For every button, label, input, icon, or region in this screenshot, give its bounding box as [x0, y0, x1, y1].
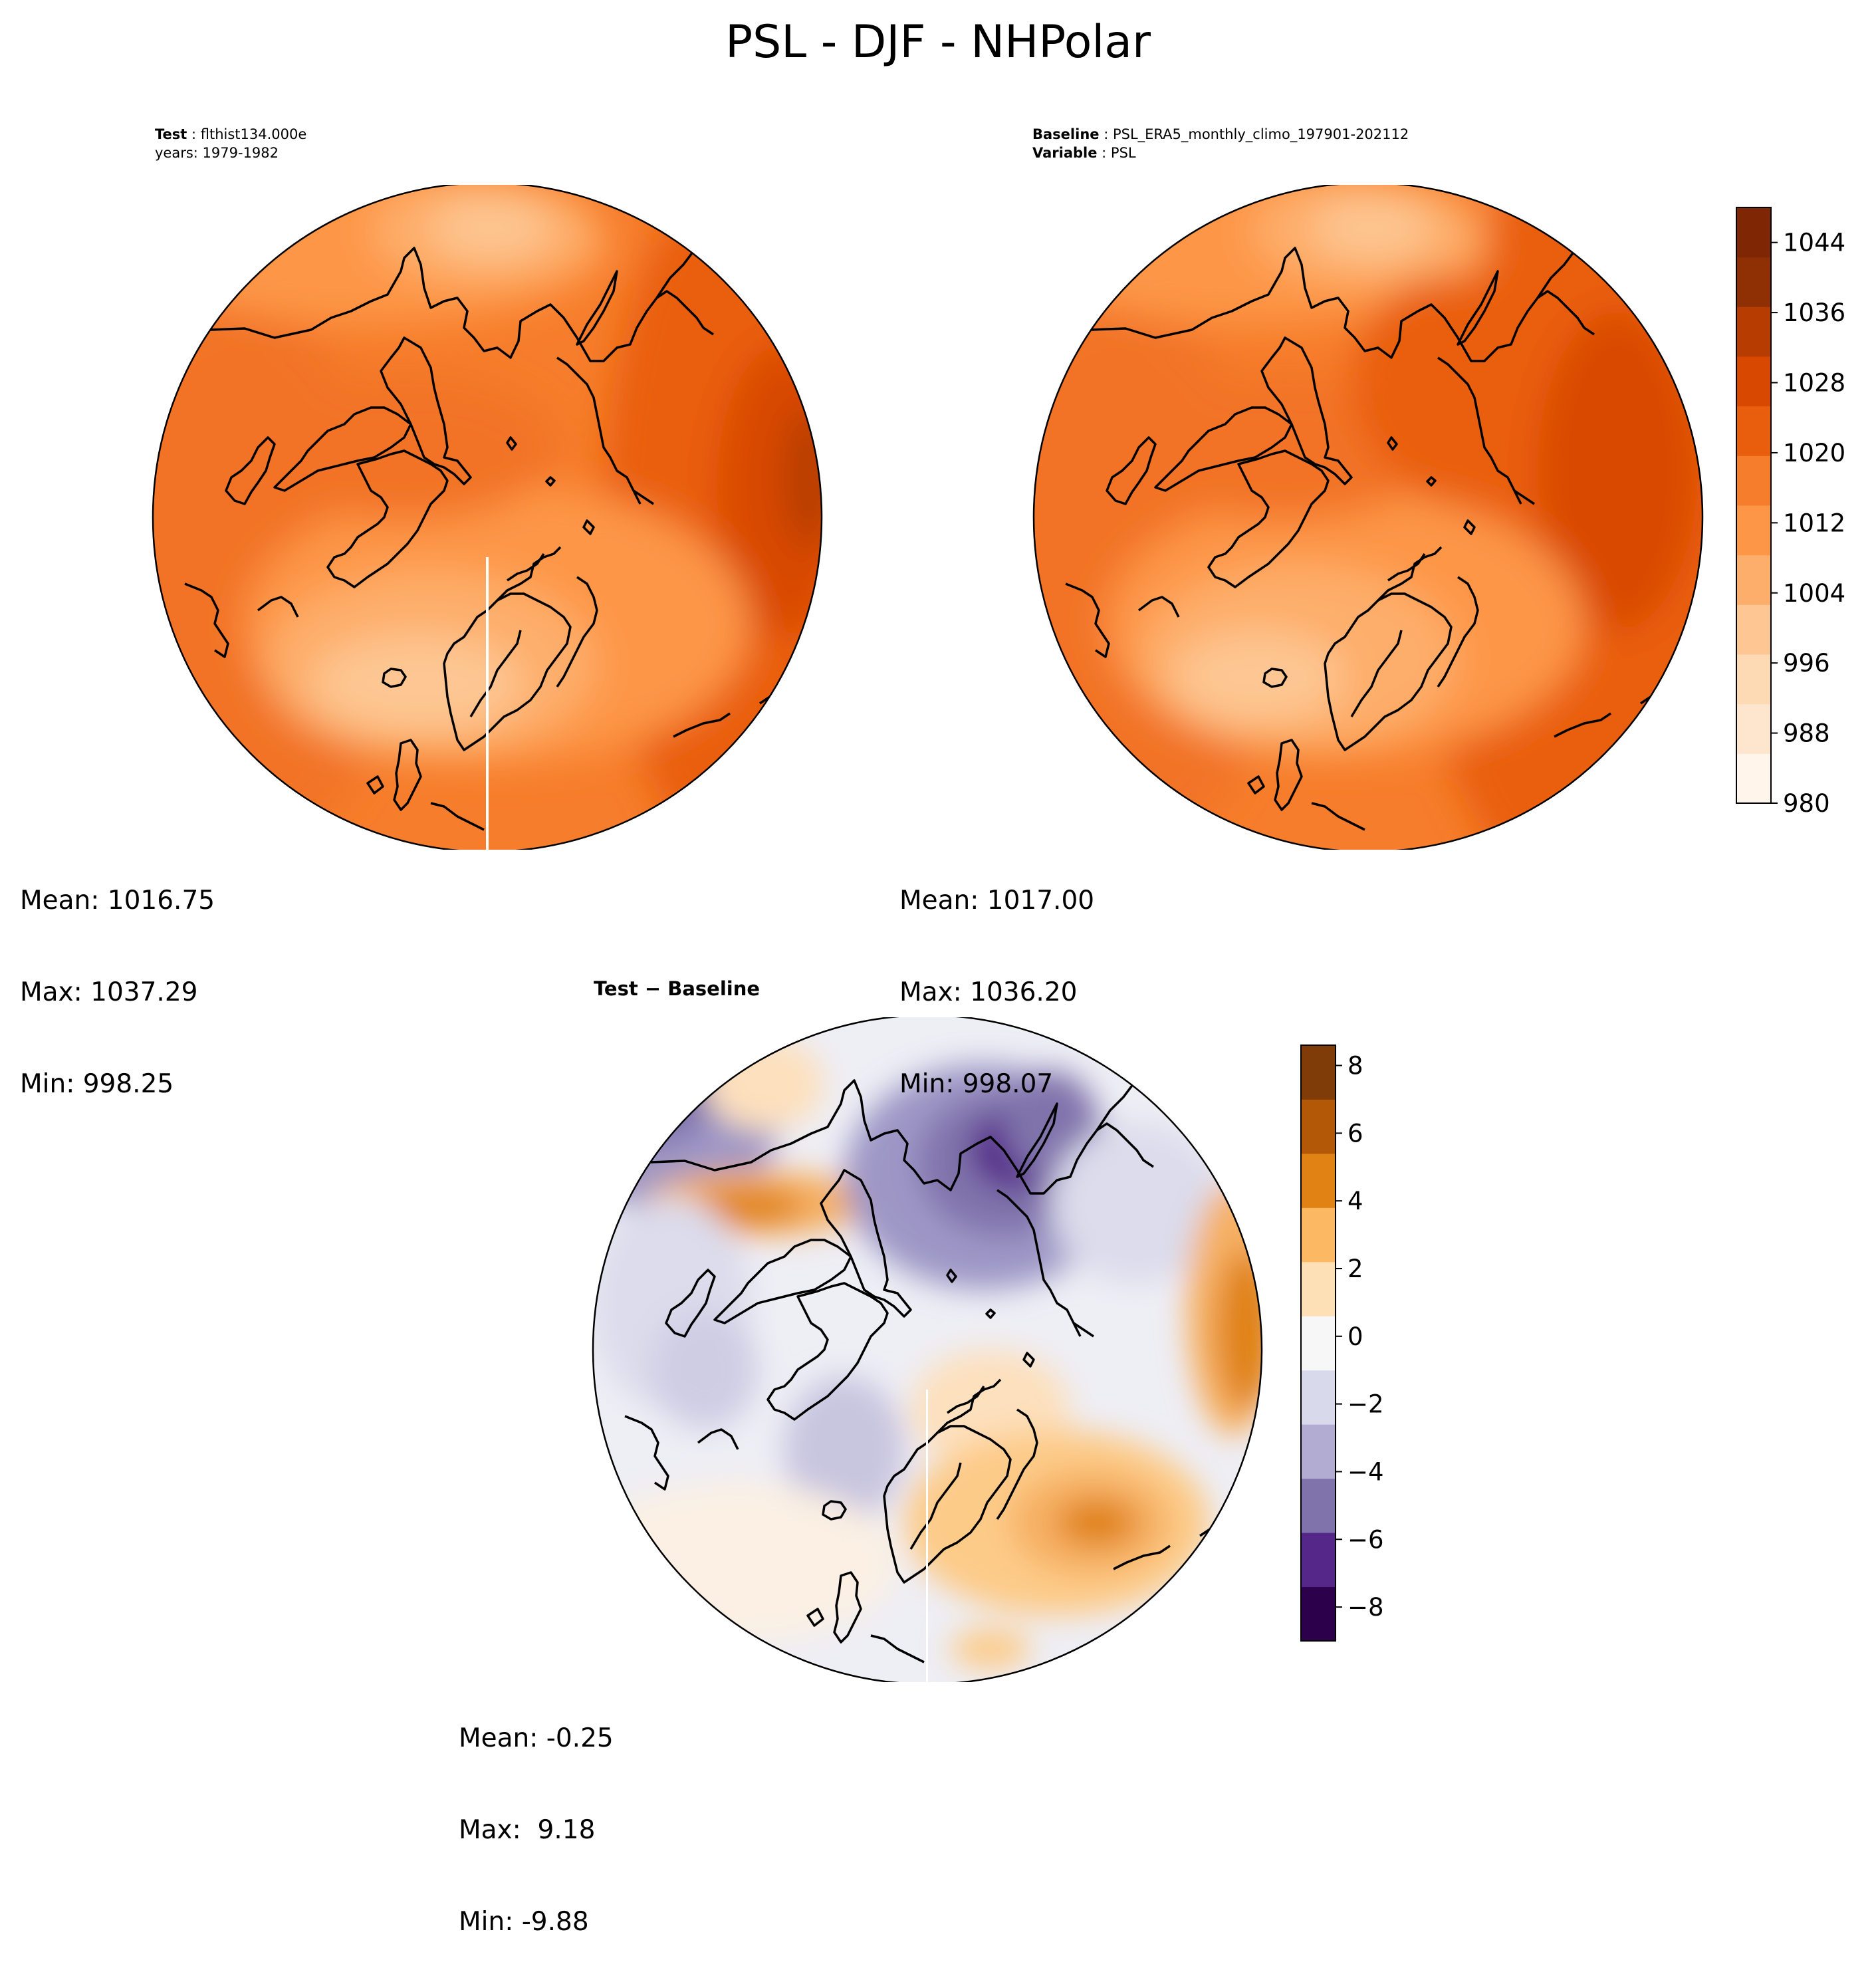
baseline-variable-value: PSL: [1110, 145, 1136, 161]
diff-map: [592, 1017, 1263, 1682]
diff-colorbar-tick-label: −2: [1348, 1390, 1384, 1419]
baseline-label: Baseline : PSL_ERA5_monthly_climo_197901…: [1032, 126, 1409, 142]
main-colorbar-band: [1736, 207, 1771, 258]
diff-colorbar-band: [1301, 1316, 1336, 1371]
test-label: Test : flthist134.000e: [155, 126, 307, 142]
main-colorbar-tick-label: 1012: [1783, 509, 1845, 537]
test-max: Max: 1037.29: [20, 977, 198, 1007]
main-colorbar-frame: [1736, 207, 1772, 804]
diff-coastlines: [623, 1076, 1221, 1663]
main-colorbar-tick-label: 996: [1783, 649, 1830, 677]
diff-colorbar-band: [1301, 1099, 1336, 1154]
diff-colorbar-band: [1301, 1207, 1336, 1263]
baseline-stats: Mean: 1017.00 Max: 1036.20 Min: 998.07: [899, 824, 1094, 1130]
main-colorbar-band: [1736, 356, 1771, 407]
main-colorbar-tick-label: 980: [1783, 789, 1830, 818]
diff-title: Test − Baseline: [594, 977, 760, 1000]
colorbar-diff: −8 −6 −4 −2 0 2 4 6 8: [1300, 1045, 1384, 1642]
main-colorbar-band: [1736, 257, 1771, 307]
main-colorbar-tick-label: 1036: [1783, 299, 1845, 327]
main-colorbar-tick-label: 1044: [1783, 229, 1845, 257]
diff-colorbar-frame: [1300, 1045, 1336, 1642]
diff-stats: Mean: -0.25 Max: 9.18 Min: -9.88: [459, 1662, 614, 1968]
test-mean: Mean: 1016.75: [20, 886, 215, 916]
main-colorbar-band: [1736, 505, 1771, 556]
colorbar-main: 980 988 996 1004 1012 1020 1028 1036 1044: [1736, 207, 1845, 818]
test-label-key: Test: [155, 126, 187, 142]
diff-colorbar-tick-label: −4: [1348, 1457, 1384, 1486]
test-map-boundary: [152, 185, 823, 850]
diff-colorbar-band: [1301, 1424, 1336, 1479]
diff-colorbar-tick-label: 2: [1348, 1255, 1363, 1283]
diff-colorbar-band: [1301, 1478, 1336, 1533]
test-label-value: flthist134.000e: [200, 126, 307, 142]
diff-colorbar-tick-label: −6: [1348, 1525, 1384, 1554]
diff-map-boundary: [592, 1017, 1263, 1682]
diff-title-left: Test: [594, 977, 638, 1000]
figure-title: PSL - DJF - NHPolar: [725, 16, 1151, 68]
test-map: [152, 185, 823, 850]
test-stats: Mean: 1016.75 Max: 1037.29 Min: 998.25: [20, 824, 215, 1130]
diff-colorbar-band: [1301, 1045, 1336, 1100]
diff-colorbar-tick-label: 0: [1348, 1322, 1363, 1351]
test-map-seam: [486, 557, 489, 850]
baseline-variable-key: Variable: [1032, 145, 1098, 161]
baseline-mean: Mean: 1017.00: [899, 886, 1095, 916]
main-colorbar-band: [1736, 753, 1771, 804]
main-colorbar-band: [1736, 654, 1771, 705]
test-min: Min: 998.25: [20, 1069, 174, 1099]
diff-colorbar-band: [1301, 1533, 1336, 1588]
main-colorbar-tick-label: 1028: [1783, 369, 1845, 398]
baseline-min: Min: 998.07: [899, 1069, 1054, 1099]
diff-min: Min: -9.88: [459, 1907, 589, 1937]
diff-title-right: Baseline: [667, 977, 761, 1000]
diff-map-seam: [926, 1390, 928, 1682]
diff-colorbar-band: [1301, 1153, 1336, 1208]
diff-max: Max: 9.18: [459, 1815, 596, 1845]
test-years: years: 1979-1982: [155, 145, 279, 161]
diff-colorbar-tick-label: 4: [1348, 1187, 1363, 1215]
main-colorbar-band: [1736, 703, 1771, 754]
diff-mean: Mean: -0.25: [459, 1723, 614, 1753]
baseline-label-key: Baseline: [1032, 126, 1100, 142]
diff-colorbar-band: [1301, 1586, 1336, 1642]
main-colorbar-tick-label: 988: [1783, 719, 1830, 748]
main-colorbar-band: [1736, 455, 1771, 506]
diff-colorbar-tick-label: 8: [1348, 1052, 1363, 1080]
baseline-map-boundary: [1032, 185, 1704, 850]
baseline-coastlines: [1064, 243, 1661, 831]
main-colorbar-band: [1736, 604, 1771, 655]
baseline-map: [1032, 185, 1704, 850]
baseline-max: Max: 1036.20: [899, 977, 1078, 1007]
main-colorbar-tick-label: 1004: [1783, 579, 1845, 608]
baseline-label-value: PSL_ERA5_monthly_climo_197901-202112: [1112, 126, 1409, 142]
main-colorbar-band: [1736, 554, 1771, 605]
diff-colorbar-band: [1301, 1370, 1336, 1425]
diff-colorbar-tick-label: −8: [1348, 1593, 1384, 1622]
diff-colorbar-tick-label: 6: [1348, 1119, 1363, 1148]
main-colorbar-band: [1736, 307, 1771, 357]
baseline-variable: Variable : PSL: [1032, 145, 1136, 161]
main-colorbar-band: [1736, 406, 1771, 456]
diff-colorbar-band: [1301, 1261, 1336, 1316]
diff-title-op: −: [638, 977, 668, 1000]
main-colorbar-tick-label: 1020: [1783, 439, 1845, 467]
